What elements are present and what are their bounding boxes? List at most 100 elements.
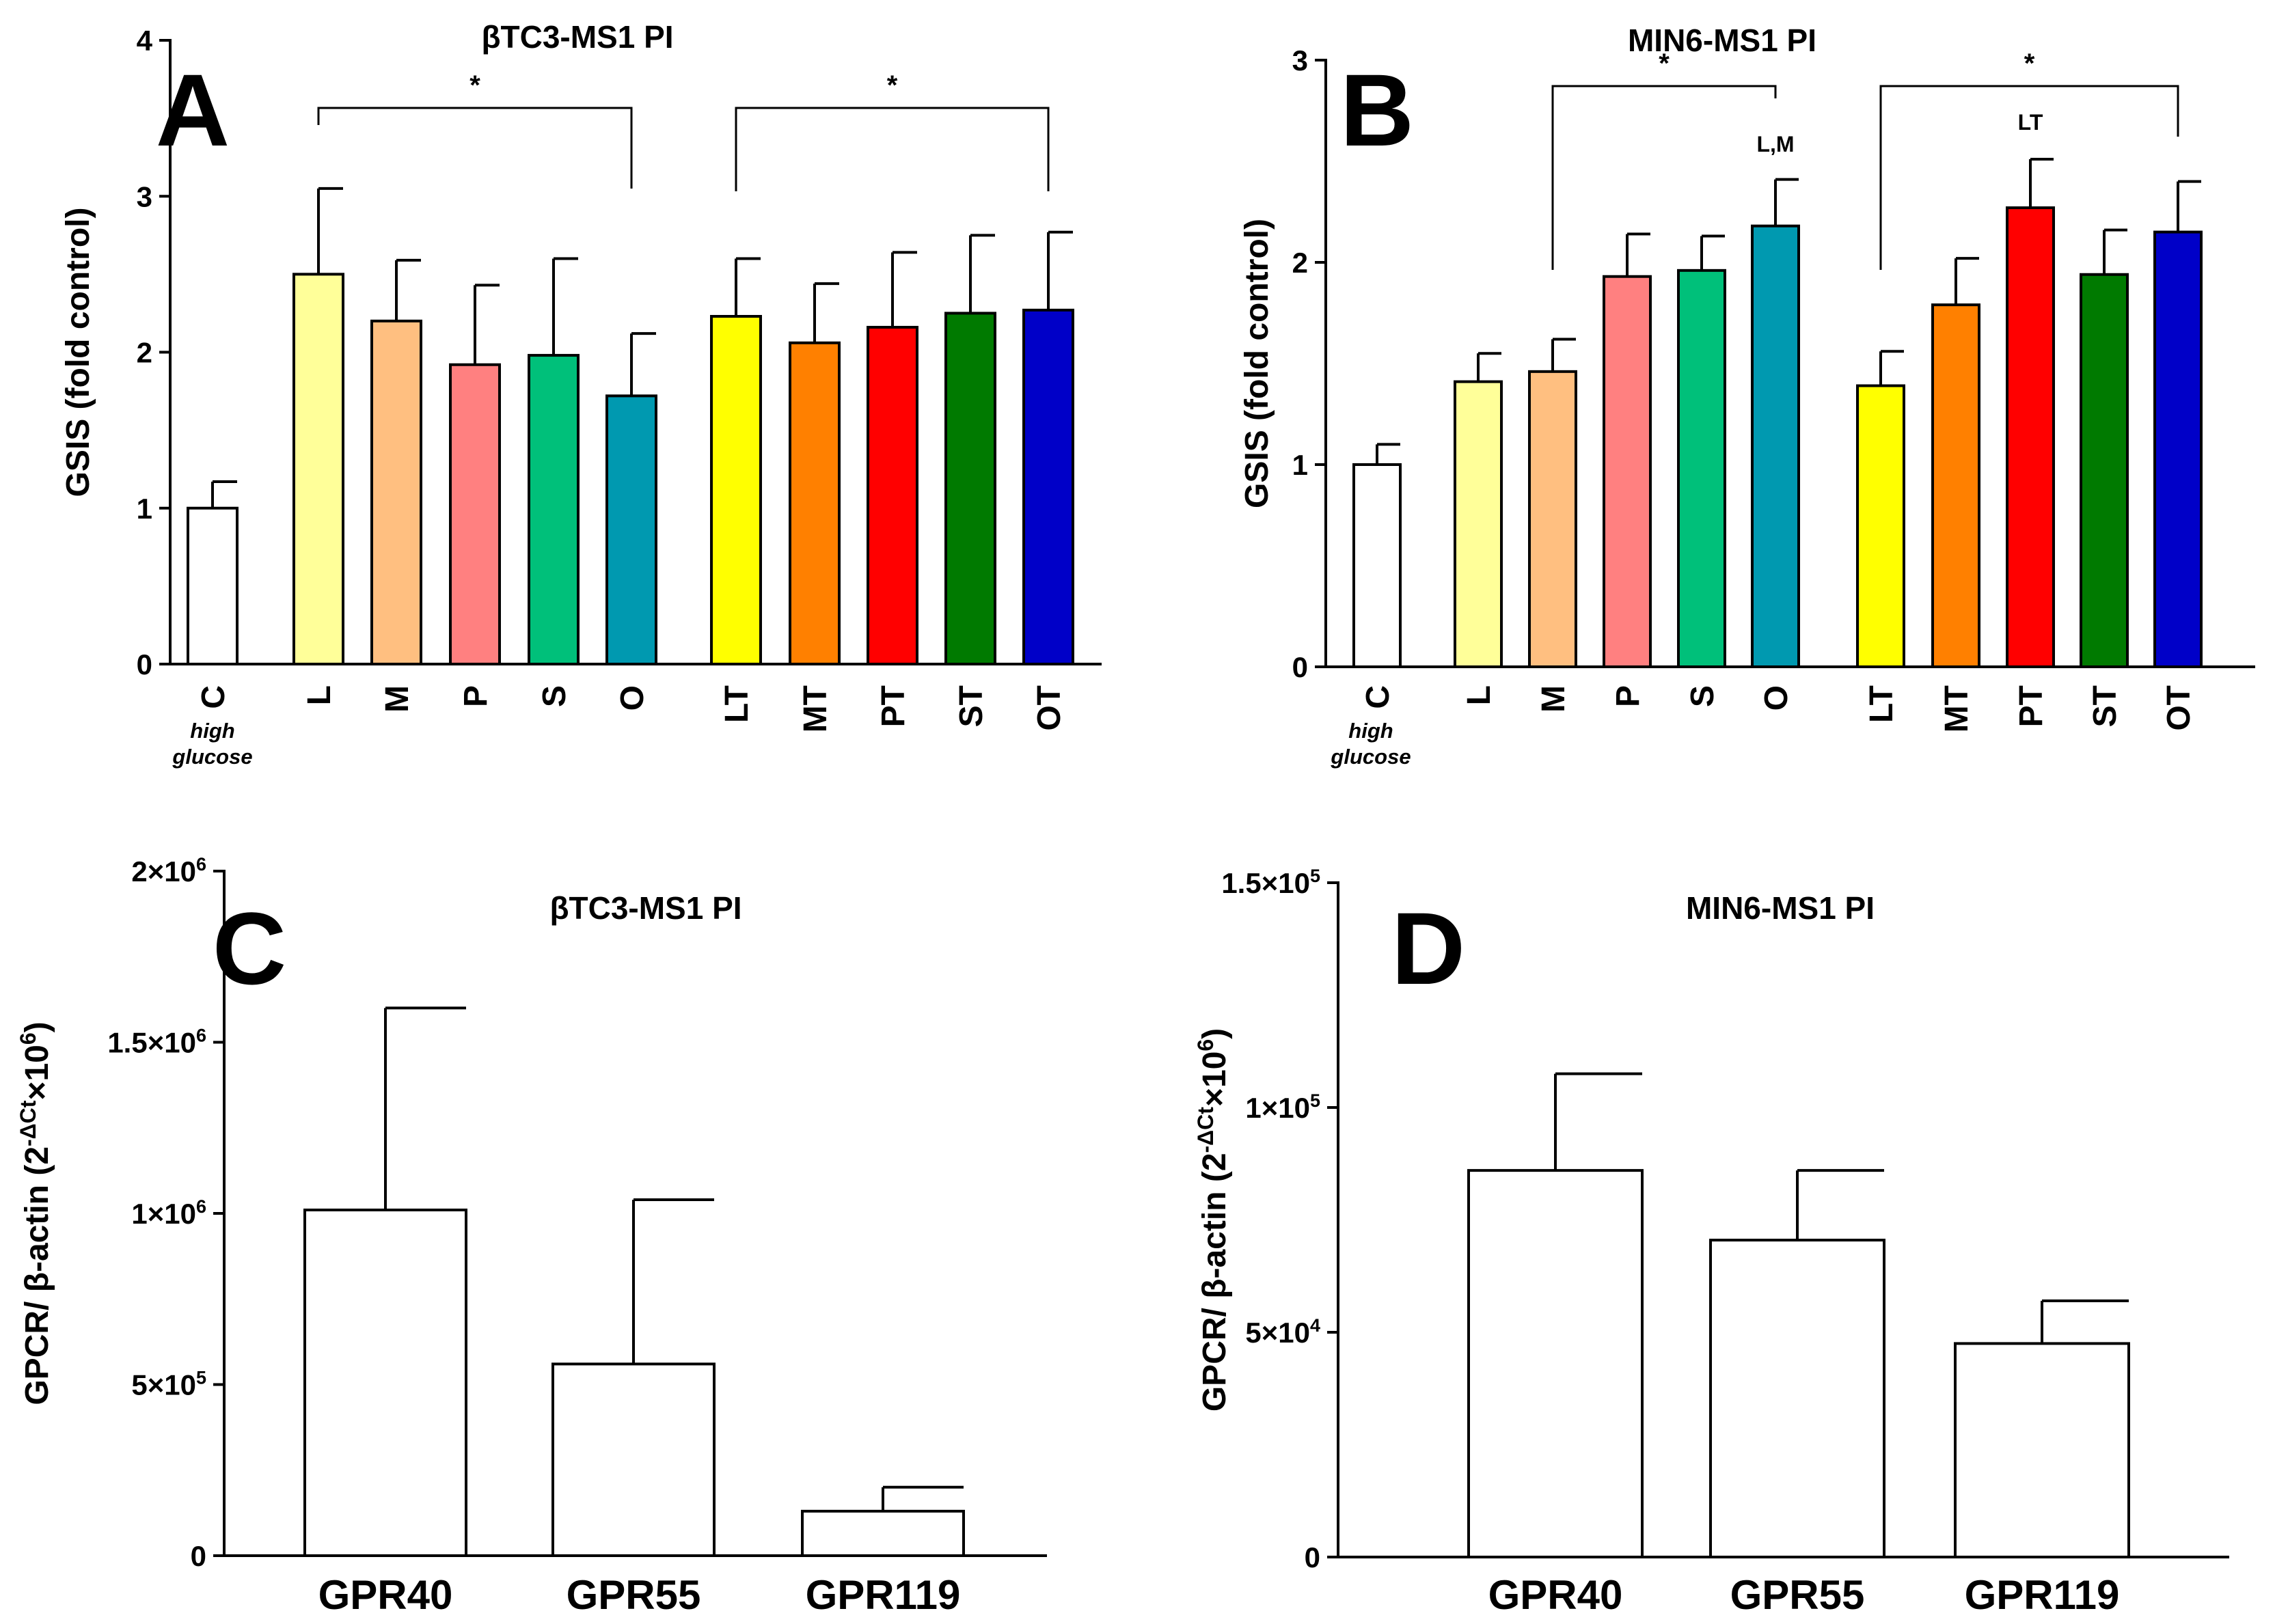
significance-star: * [887,70,898,100]
y-tick-label: 1.5×106 [107,1026,206,1059]
x-tick-label: S [1685,685,1721,707]
bar-gpr40 [1467,1169,1644,1558]
y-tick-label: 5×105 [131,1368,206,1401]
significance-bracket [1551,85,1777,270]
bar-p [449,363,501,665]
y-tick-label: 0 [191,1540,206,1572]
bar-o [605,394,657,665]
panel-letter: B [1340,53,1414,167]
bar-m [1528,370,1577,669]
bar-l [1454,380,1503,668]
x-tick-label: GPR119 [1965,1572,2120,1618]
y-axis-label: GSIS (fold control) [1239,219,1275,508]
x-note: glucose [1330,745,1411,769]
y-tick-label: 0 [137,648,152,680]
x-tick-label: P [1610,685,1646,707]
y-tick-label: 1 [137,493,152,525]
x-tick-label: GPR55 [567,1572,701,1618]
x-tick-label: O [614,685,651,711]
y-tick-label: 3 [1292,44,1308,77]
panel-b: B MIN6-MS1 PI 0 1 2 3 GSIS (fold control) C L M P S… [1239,23,2255,769]
chart-title: βTC3-MS1 PI [481,19,673,55]
bar-pt [2006,206,2055,668]
y-tick-label: 2 [137,337,152,369]
bar-o [1751,224,1800,669]
bar-gpr119 [801,1509,965,1558]
x-tick-label: ST [2087,685,2123,727]
x-tick-label: S [536,685,573,707]
y-tick-label: 5×104 [1245,1315,1320,1349]
bar-lt [1856,384,1905,668]
y-tick-label: 1×106 [131,1196,206,1230]
x-tick-label: MT [798,685,834,732]
bar-gpr40 [303,1208,467,1557]
bar-ot [2153,230,2203,669]
x-tick-label: MT [1939,685,1975,732]
x-tick-label: GPR55 [1730,1572,1865,1618]
x-tick-label: OT [1031,685,1067,731]
x-tick-label: GPR119 [806,1572,961,1618]
x-tick-label: PT [2013,685,2049,727]
chart-title: βTC3-MS1 PI [549,890,741,926]
x-tick-label: M [1536,685,1572,713]
x-tick-label: L [301,685,338,705]
x-tick-label: C [1360,685,1396,709]
x-note: high [190,719,234,743]
y-tick-label: 1×105 [1245,1090,1320,1124]
bar-pt [867,325,918,665]
y-axis-label: GPCR/ β-actin (2-ΔCt×106) [16,1021,55,1405]
bar-st [2080,273,2129,668]
x-tick-label: ST [953,685,990,727]
bar-lt [710,315,762,665]
panel-d: D MIN6-MS1 PI 0 5×104 1×105 1.5×105 GPCR/ β-ac… [1193,866,2229,1618]
y-axis-label: GSIS (fold control) [60,208,96,497]
x-tick-label: P [458,685,494,707]
x-tick-label: GPR40 [318,1572,453,1618]
significance-star: * [1659,49,1670,79]
bar-st [944,312,996,665]
x-note: high [1348,719,1393,743]
y-axis-label: GPCR/ β-actin (2-ΔCt×106) [1193,1028,1233,1412]
bar-mt [789,341,841,665]
x-tick-label: C [195,685,232,709]
bar-annotation: L,M [1756,132,1794,156]
x-note: glucose [172,745,252,769]
bar-annotation: LT [2018,110,2043,135]
y-tick-label: 3 [137,180,152,212]
significance-bracket [735,107,1050,191]
x-tick-label: GPR40 [1488,1572,1623,1618]
bar-mt [1931,303,1980,669]
y-tick-label: 0 [1292,651,1308,683]
bar-c [1352,463,1402,668]
bar-gpr55 [551,1362,716,1557]
x-tick-label: L [1461,685,1497,705]
y-tick-label: 1.5×105 [1221,866,1320,899]
y-tick-label: 0 [1305,1541,1320,1573]
chart-title: MIN6-MS1 PI [1686,890,1875,926]
chart-title: MIN6-MS1 PI [1628,23,1816,58]
x-tick-label: LT [719,685,755,723]
panel-letter: A [156,53,230,167]
bar-m [370,319,422,665]
x-tick-label: LT [1864,685,1900,723]
x-tick-label: M [379,685,416,713]
bar-ot [1022,308,1074,665]
significance-star: * [2024,49,2035,79]
panel-letter: D [1391,891,1465,1006]
significance-star: * [469,70,480,100]
y-tick-label: 2×106 [131,854,206,887]
significance-bracket [1879,85,2179,270]
bar-l [292,273,344,665]
significance-bracket [317,107,633,189]
bar-s [528,354,580,665]
y-tick-label: 2 [1292,247,1308,279]
y-tick-label: 1 [1292,449,1308,481]
x-tick-label: OT [2161,685,2197,731]
bar-gpr119 [1954,1342,2130,1558]
bar-gpr55 [1709,1239,1885,1558]
x-tick-label: O [1758,685,1795,711]
bar-s [1677,269,1726,668]
